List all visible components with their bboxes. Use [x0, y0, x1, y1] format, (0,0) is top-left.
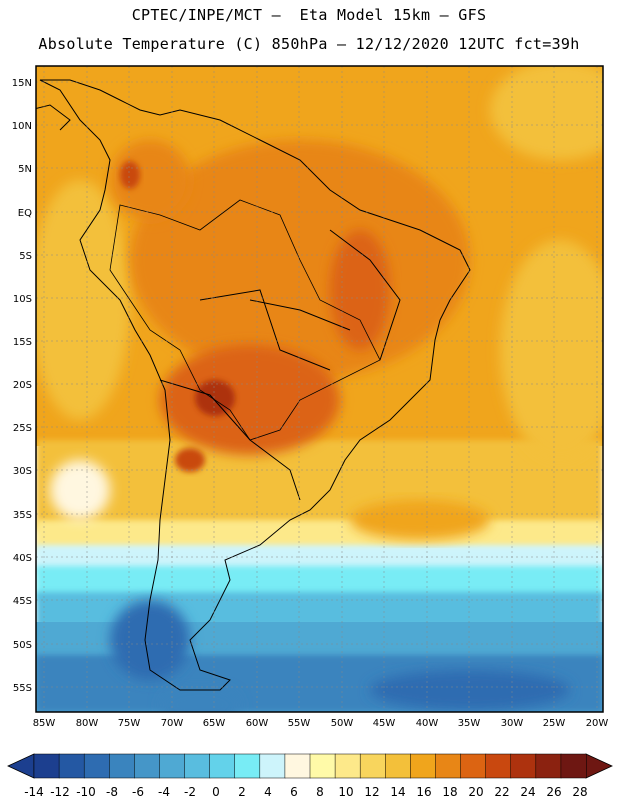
colorbar-label: 12	[364, 785, 379, 799]
colorbar-label: -8	[106, 785, 118, 799]
coastline	[36, 79, 471, 691]
lon-label: 20W	[586, 718, 609, 729]
colorbar-swatch	[435, 753, 462, 779]
colorbar-swatch	[83, 753, 110, 779]
colorbar-label: 2	[238, 785, 246, 799]
colorbar-swatch	[359, 753, 386, 779]
colorbar-swatch	[209, 753, 236, 779]
colorbar-swatch	[560, 753, 587, 779]
colorbar-swatch	[109, 753, 135, 779]
colorbar-swatch	[259, 753, 286, 779]
colorbar-swatch	[234, 753, 261, 779]
colorbar-label: 14	[390, 785, 405, 799]
map-title-line1: CPTEC/INPE/MCT – Eta Model 15km – GFS	[131, 6, 487, 24]
lat-label: 30S	[13, 466, 32, 477]
colorbar-label: 22	[494, 785, 509, 799]
colorbar-label: 10	[338, 785, 353, 799]
lon-label: 80W	[76, 718, 99, 729]
lat-label: 50S	[13, 640, 32, 651]
colorbar-swatch	[134, 753, 160, 779]
colorbar-swatch	[460, 753, 487, 779]
colorbar-label: 16	[416, 785, 431, 799]
colorbar-label: 20	[468, 785, 483, 799]
colorbar-swatch	[410, 753, 436, 779]
lat-label: 15S	[13, 337, 32, 348]
lat-label: 10S	[13, 294, 32, 305]
colorbar: -14 -12 -10 -8 -6 -4 -2 0 2 4 6 8 10 12 …	[7, 753, 613, 799]
lon-label: 60W	[246, 718, 269, 729]
colorbar-label: 28	[572, 785, 587, 799]
lat-label: 25S	[13, 423, 32, 434]
lat-axis: 15N 10N 5N EQ 5S 10S 15S 20S 25S 30S 35S…	[12, 78, 32, 694]
colorbar-swatch	[334, 753, 361, 779]
lat-label: 15N	[12, 78, 32, 89]
lon-label: 70W	[161, 718, 184, 729]
lon-label: 25W	[543, 718, 566, 729]
colorbar-label: -10	[76, 785, 96, 799]
colorbar-label: 24	[520, 785, 535, 799]
map-frame	[35, 65, 604, 713]
colorbar-swatch	[184, 753, 211, 779]
lon-label: 50W	[331, 718, 354, 729]
lat-label: EQ	[18, 208, 32, 219]
lat-label: 45S	[13, 596, 32, 607]
colorbar-swatch	[58, 753, 85, 779]
colorbar-swatch	[284, 753, 311, 779]
colorbar-swatch	[33, 753, 60, 779]
colorbar-label: 4	[264, 785, 272, 799]
lon-label: 45W	[373, 718, 396, 729]
map-title-line2: Absolute Temperature (C) 850hPa – 12/12/…	[38, 35, 580, 53]
lat-label: 20S	[13, 380, 32, 391]
lat-label: 35S	[13, 510, 32, 521]
colorbar-swatch	[159, 753, 186, 779]
lon-label: 35W	[458, 718, 481, 729]
colorbar-arrow-left	[7, 753, 35, 779]
colorbar-swatch	[510, 753, 537, 779]
lat-label: 55S	[13, 683, 32, 694]
lat-label: 5S	[19, 251, 32, 262]
lon-label: 40W	[416, 718, 439, 729]
colorbar-label: -6	[132, 785, 144, 799]
lat-label: 5N	[18, 164, 32, 175]
colorbar-swatch	[309, 753, 336, 779]
colorbar-arrow-right	[585, 753, 613, 779]
lon-axis: 85W 80W 75W 70W 65W 60W 55W 50W 45W 40W …	[33, 718, 609, 729]
colorbar-label: 8	[316, 785, 324, 799]
colorbar-label: 18	[442, 785, 457, 799]
lon-label: 65W	[203, 718, 226, 729]
colorbar-label: -4	[158, 785, 170, 799]
lat-label: 40S	[13, 553, 32, 564]
colorbar-label: 6	[290, 785, 298, 799]
lon-label: 85W	[33, 718, 56, 729]
lat-label: 10N	[12, 121, 32, 132]
colorbar-swatch	[535, 753, 562, 779]
colorbar-label: 0	[212, 785, 220, 799]
colorbar-swatch	[385, 753, 411, 779]
colorbar-label: -14	[24, 785, 44, 799]
lon-label: 75W	[118, 718, 141, 729]
colorbar-label: -2	[184, 785, 196, 799]
temperature-map	[36, 66, 603, 712]
colorbar-swatch	[485, 753, 512, 779]
colorbar-label: 26	[546, 785, 561, 799]
lon-label: 30W	[501, 718, 524, 729]
lon-label: 55W	[288, 718, 311, 729]
colorbar-label: -12	[50, 785, 70, 799]
